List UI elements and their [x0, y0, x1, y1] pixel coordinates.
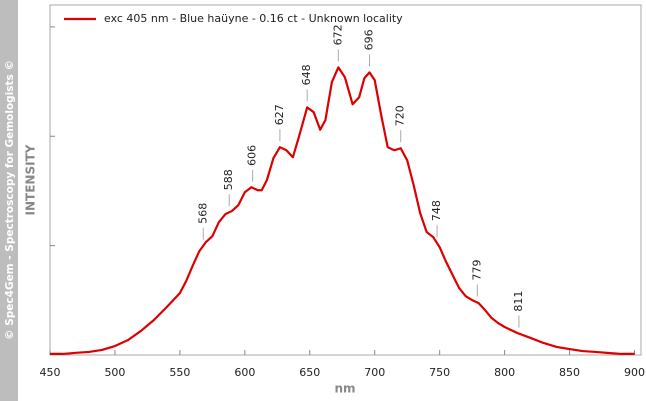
- side-strip: [0, 0, 18, 401]
- peak-label: 696: [363, 29, 376, 50]
- x-tick-label: 650: [299, 366, 320, 379]
- peak-label: 672: [331, 24, 344, 45]
- y-axis-title: INTENSITY: [24, 144, 38, 215]
- peak-label: 627: [273, 104, 286, 125]
- x-tick-label: 900: [624, 366, 645, 379]
- x-tick-label: 550: [169, 366, 190, 379]
- peak-label: 748: [430, 200, 443, 221]
- x-tick-label: 750: [429, 366, 450, 379]
- peak-label: 811: [512, 291, 525, 312]
- x-axis-title: nm: [334, 382, 355, 396]
- legend-label: exc 405 nm - Blue haüyne - 0.16 ct - Unk…: [104, 12, 403, 25]
- x-tick-label: 800: [494, 366, 515, 379]
- peak-label: 606: [246, 145, 259, 166]
- x-tick-label: 700: [364, 366, 385, 379]
- copyright: © Spec4Gem - Spectroscopy for Gemologist…: [4, 60, 16, 340]
- x-tick-label: 600: [234, 366, 255, 379]
- plot-frame: [49, 4, 642, 356]
- x-tick-label: 850: [559, 366, 580, 379]
- peak-label: 588: [222, 169, 235, 190]
- peak-label: 568: [196, 203, 209, 224]
- peak-label: 648: [300, 64, 313, 85]
- x-tick-label: 450: [40, 366, 61, 379]
- peak-label: 779: [470, 260, 483, 281]
- spectrum-line: [50, 66, 635, 356]
- peak-label: 720: [394, 105, 407, 126]
- x-tick-label: 500: [104, 366, 125, 379]
